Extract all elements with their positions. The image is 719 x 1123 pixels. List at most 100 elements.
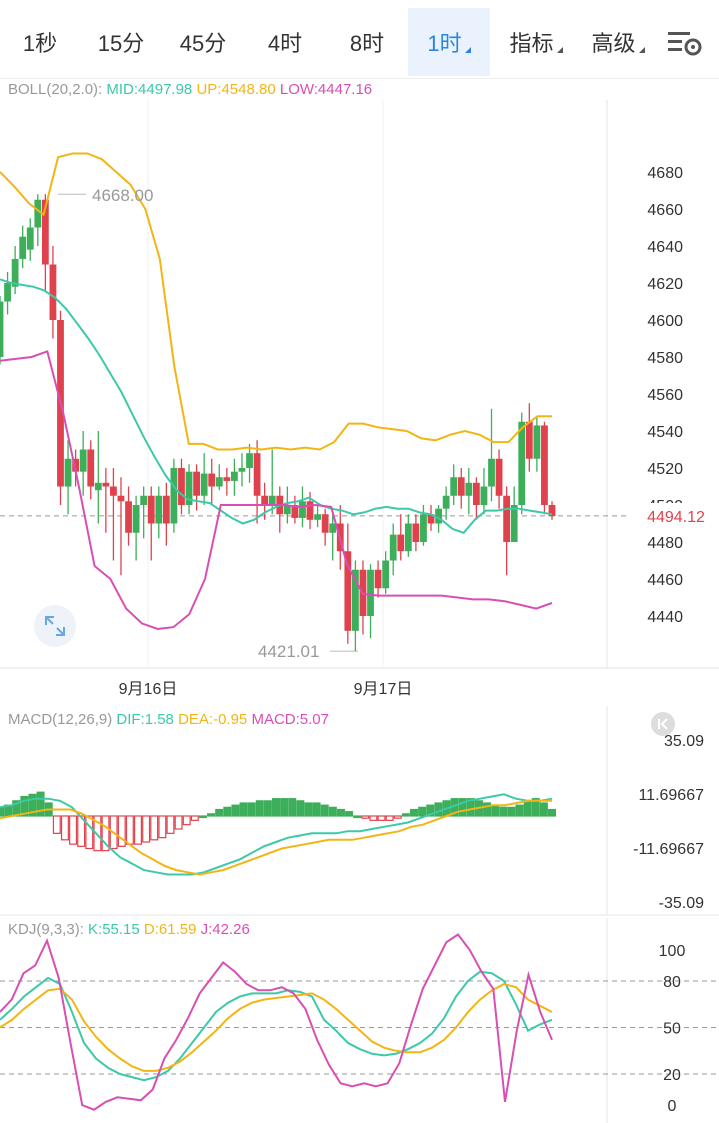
macd-histogram-bar xyxy=(418,806,427,817)
tab-45m[interactable]: 45分 xyxy=(179,31,227,56)
macd-panel[interactable]: 35.09 11.69667 -11.69667 -35.09 xyxy=(0,706,719,916)
kdj-tick-label: 0 xyxy=(668,1098,677,1115)
bullish-candle xyxy=(0,301,4,357)
boll-candlestick-panel[interactable]: 4440446044804500452045404560458046004620… xyxy=(0,100,719,698)
kdj-panel[interactable]: 100 80 50 20 0 xyxy=(0,918,719,1123)
bullish-candle xyxy=(34,199,42,228)
macd-histogram-bar xyxy=(434,802,443,817)
bullish-candle xyxy=(404,523,412,552)
macd-histogram-bar xyxy=(296,800,305,817)
price-tick-label: 4600 xyxy=(647,313,683,330)
tab-indicators[interactable]: 指标 xyxy=(496,8,576,76)
macd-histogram-bar xyxy=(0,806,5,817)
macd-histogram-bar xyxy=(166,815,175,834)
macd-histogram-bar xyxy=(174,815,183,830)
macd-histogram-bar xyxy=(345,811,354,817)
macd-histogram-bar xyxy=(523,800,532,817)
macd-macd-value: MACD:5.07 xyxy=(251,711,329,728)
kdj-d-line xyxy=(0,983,553,1072)
bullish-candle xyxy=(283,505,291,515)
macd-histogram-bar xyxy=(85,815,94,850)
macd-histogram-bar xyxy=(142,815,151,843)
bullish-candle xyxy=(435,508,442,524)
bearish-candle xyxy=(49,264,57,320)
macd-histogram-bar xyxy=(401,813,410,817)
macd-histogram-bar xyxy=(69,815,78,845)
bearish-candle xyxy=(306,501,314,520)
macd-histogram-bar xyxy=(280,798,289,817)
macd-histogram-bar xyxy=(491,804,500,817)
price-tick-label: 4680 xyxy=(647,165,683,182)
bearish-candle xyxy=(110,486,117,496)
macd-histogram-bar xyxy=(328,806,337,817)
macd-histogram-bar xyxy=(60,815,69,841)
kdj-legend-name: KDJ(9,3,3): xyxy=(8,921,84,938)
tab-4h[interactable]: 4时 xyxy=(267,31,303,56)
macd-histogram-bar xyxy=(28,793,37,817)
dropdown-caret-icon xyxy=(556,47,563,53)
expand-icon[interactable] xyxy=(32,603,78,649)
macd-histogram-bar xyxy=(182,815,191,826)
macd-histogram-bar xyxy=(507,806,516,817)
bearish-candle xyxy=(41,199,49,265)
macd-dif-line xyxy=(0,793,553,876)
tab-1h[interactable]: 1时 xyxy=(408,8,490,76)
kdj-tick-label: 80 xyxy=(663,974,681,991)
price-tick-label: 4560 xyxy=(647,387,683,404)
macd-histogram-bar xyxy=(410,808,419,817)
bearish-candle xyxy=(503,495,511,542)
bearish-candle xyxy=(344,551,352,631)
price-tick-label: 4480 xyxy=(647,535,683,552)
bearish-candle xyxy=(193,471,201,496)
bearish-candle xyxy=(178,468,185,505)
bullish-candle xyxy=(4,283,11,302)
bearish-candle xyxy=(208,473,216,487)
bullish-candle xyxy=(231,471,238,481)
macd-histogram-bar xyxy=(101,815,110,852)
macd-histogram-bar xyxy=(312,802,321,817)
macd-histogram-bar xyxy=(466,798,475,817)
tab-1s[interactable]: 1秒 xyxy=(22,31,58,56)
macd-histogram-bar xyxy=(385,815,394,821)
tab-15m[interactable]: 15分 xyxy=(97,31,145,56)
kdj-tick-label: 20 xyxy=(663,1067,681,1084)
macd-histogram-bar xyxy=(255,800,264,817)
boll-low-line xyxy=(0,350,553,631)
bearish-candle xyxy=(525,421,533,459)
bearish-candle xyxy=(472,482,480,505)
bullish-candle xyxy=(314,514,321,520)
macd-histogram-bar xyxy=(263,800,272,817)
chart-settings-icon[interactable] xyxy=(664,26,704,60)
bullish-candle xyxy=(533,425,541,459)
macd-histogram-bar xyxy=(223,806,232,817)
bullish-candle xyxy=(518,421,526,505)
macd-histogram-bar xyxy=(515,804,524,817)
macd-histogram-bar xyxy=(393,815,402,819)
tab-8h[interactable]: 8时 xyxy=(349,31,385,56)
price-tick-label: 4620 xyxy=(647,276,683,293)
last-price-label: 4494.12 xyxy=(647,509,705,526)
bullish-candle xyxy=(170,468,178,524)
bullish-candle xyxy=(329,523,337,533)
price-tick-label: 4660 xyxy=(647,202,683,219)
bullish-candle xyxy=(246,453,253,468)
collapse-left-icon[interactable] xyxy=(650,711,676,737)
macd-dea-value: DEA:-0.95 xyxy=(178,711,248,728)
kdj-tick-label: 50 xyxy=(663,1021,681,1038)
macd-histogram-bar xyxy=(125,815,134,845)
price-tick-label: 4440 xyxy=(647,609,683,626)
macd-tick-label: -11.69667 xyxy=(633,841,704,858)
macd-histogram-bar xyxy=(377,815,386,821)
macd-histogram-bar xyxy=(320,804,329,817)
bearish-candle xyxy=(117,495,125,502)
kdj-legend: KDJ(9,3,3): K:55.15 D:61.59 J:42.26 xyxy=(8,921,250,938)
bearish-candle xyxy=(412,523,420,542)
date-tick-label: 9月16日 xyxy=(119,681,178,698)
max-price-label: 4668.00 xyxy=(92,186,153,205)
bullish-candle xyxy=(382,560,390,589)
tab-advanced[interactable]: 高级 xyxy=(578,8,658,76)
bearish-candle xyxy=(374,569,382,589)
bullish-candle xyxy=(480,486,488,505)
bullish-candle xyxy=(351,569,359,631)
